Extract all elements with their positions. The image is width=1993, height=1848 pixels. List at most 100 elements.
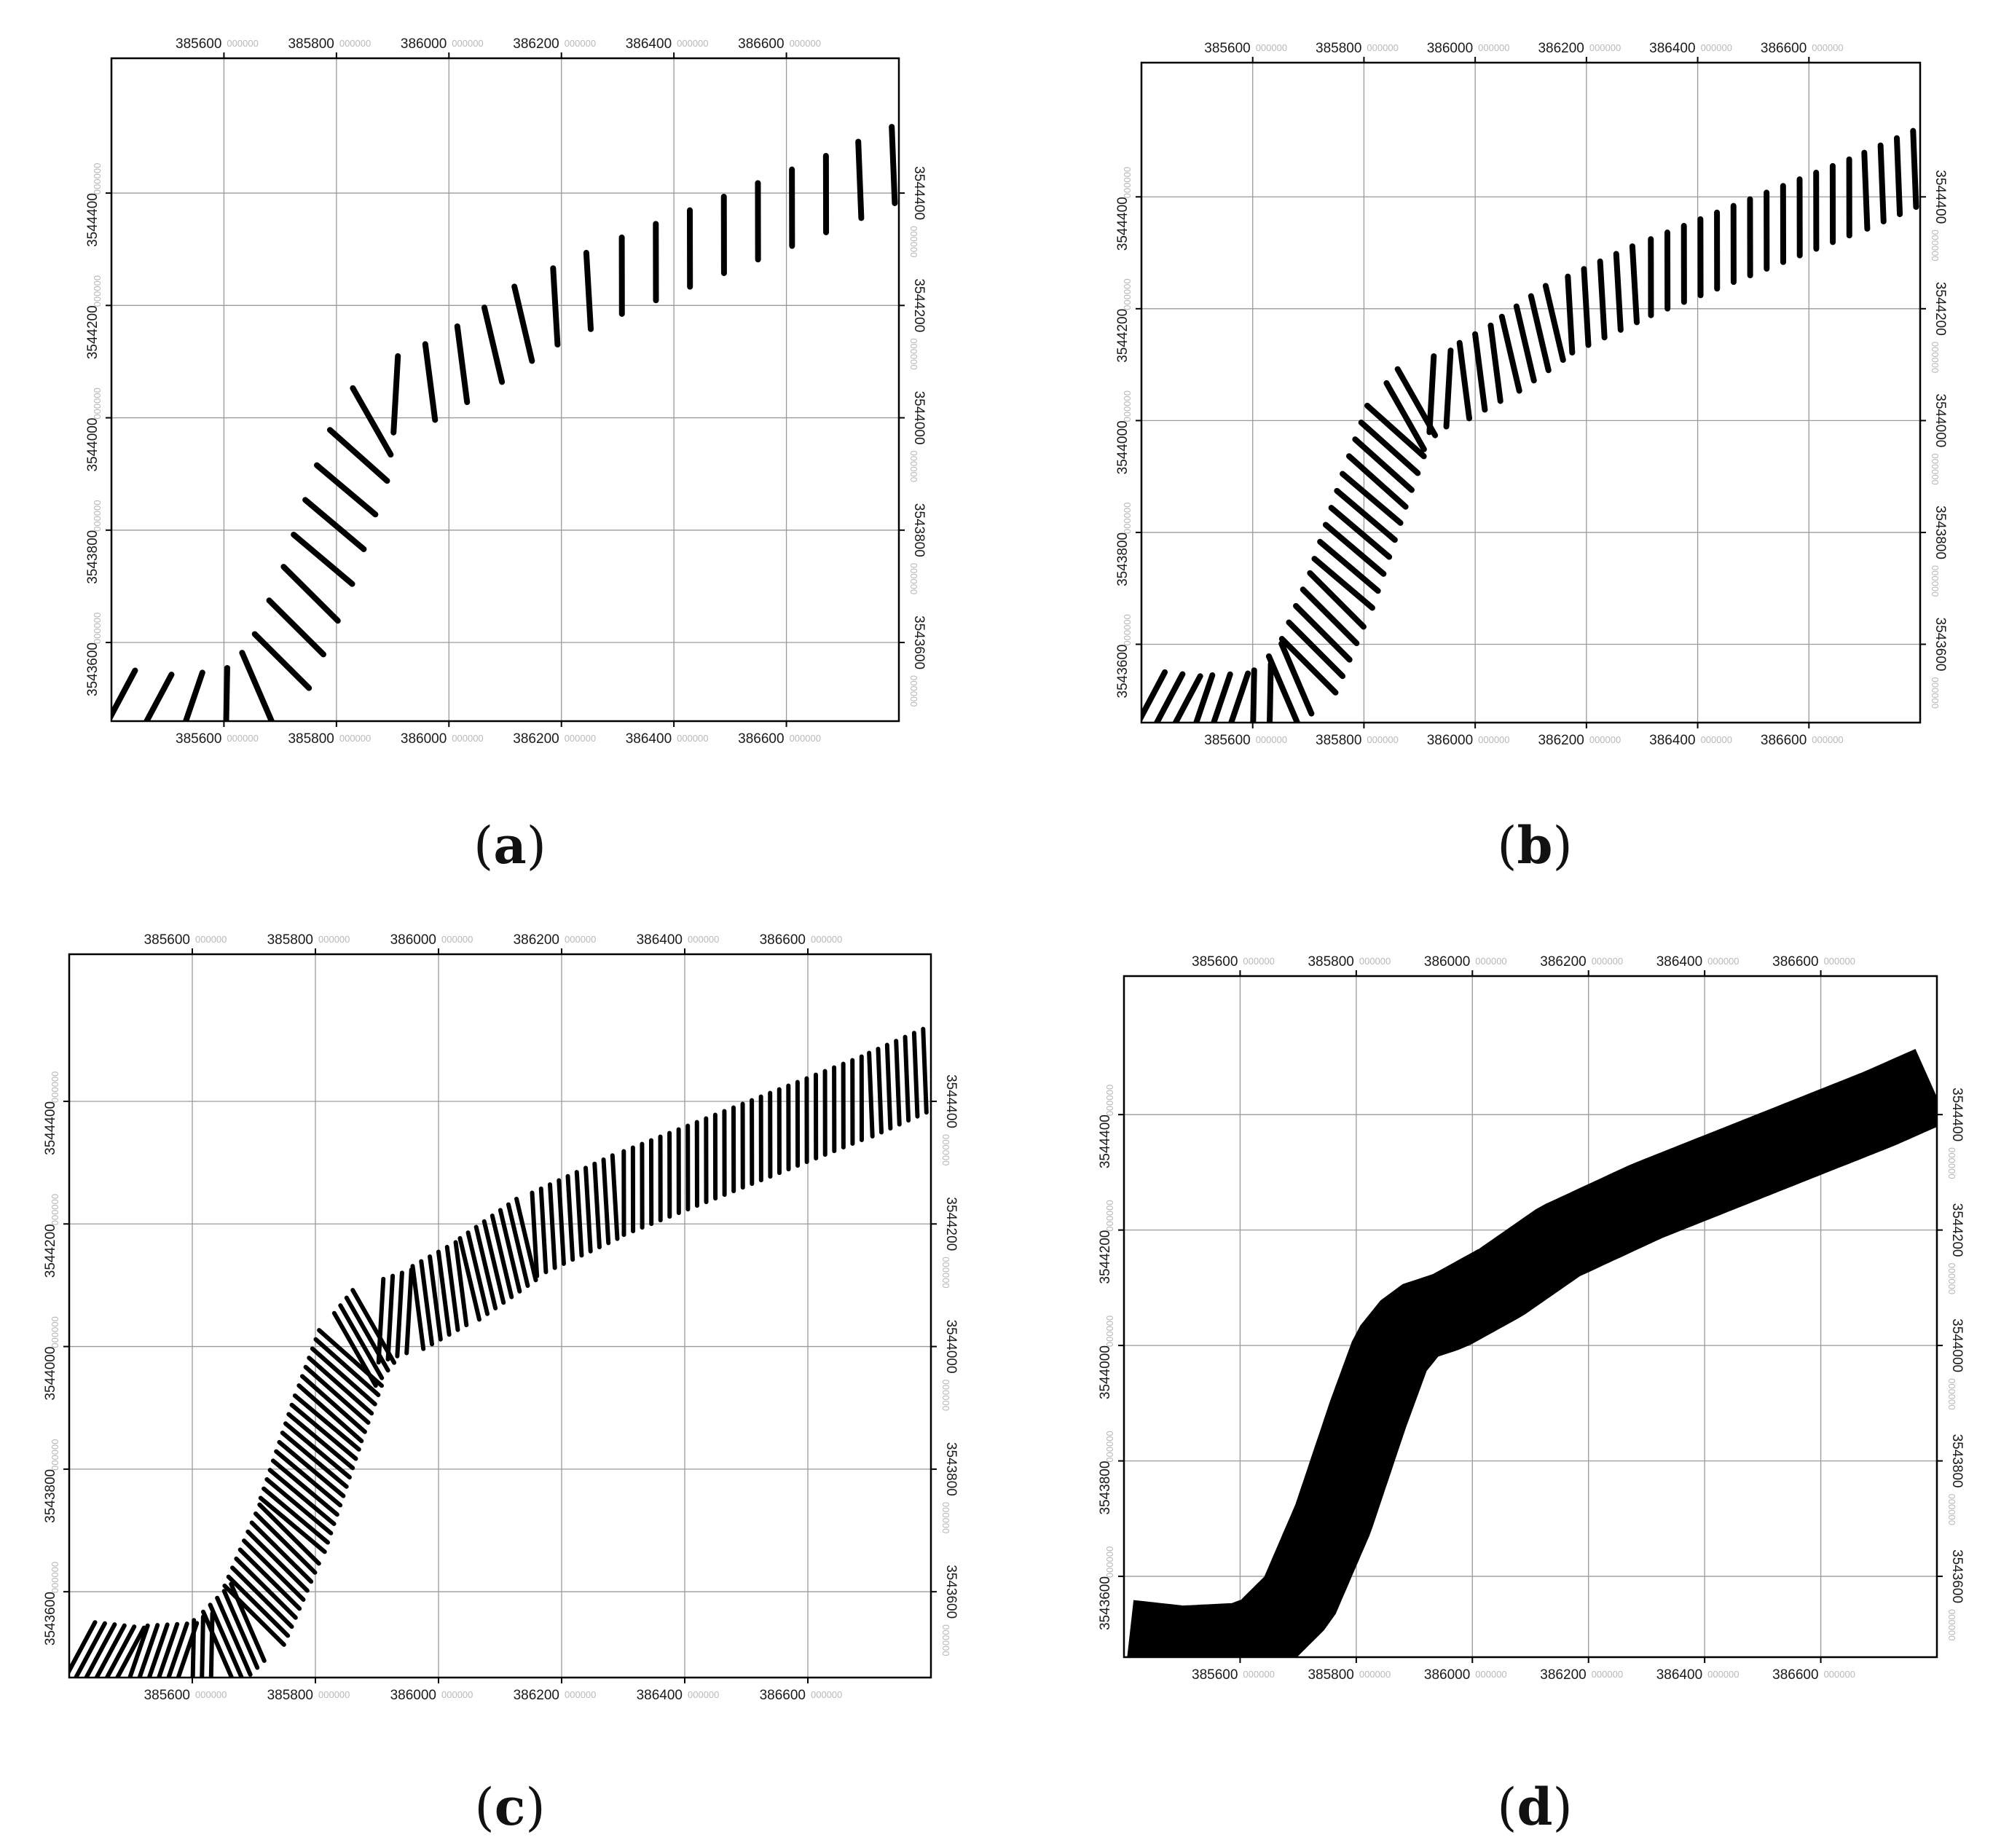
transect-line [274, 1449, 343, 1508]
transect-line [310, 1346, 377, 1407]
y-tick-label: 3544200 [1115, 309, 1131, 363]
y-tick-label: 3544000 [911, 391, 927, 445]
y-tick-label: 3544200 [943, 1197, 959, 1251]
y-tick-suffix: 000000 [1122, 390, 1133, 422]
x-tick-label: 386400 [637, 932, 683, 948]
transect-line [127, 1623, 150, 1678]
x-tick-label: 386200 [1538, 41, 1584, 56]
transect-line [511, 283, 535, 364]
x-tick-suffix: 000000 [1367, 42, 1398, 53]
transect-line [1877, 142, 1887, 225]
x-tick-label: 385600 [144, 1688, 190, 1703]
transect-line [280, 1431, 349, 1489]
y-tick-suffix: 000000 [92, 388, 103, 419]
x-tick-suffix: 000000 [677, 38, 708, 49]
plot-frame [1123, 975, 1938, 1659]
y-tick-suffix: 000000 [1946, 1378, 1957, 1409]
transect-line [1193, 672, 1216, 723]
transect-line [610, 1153, 620, 1241]
transect-line [1542, 283, 1566, 363]
transect-line [1278, 640, 1315, 717]
transect-layer [111, 124, 898, 721]
x-tick-suffix: 000000 [227, 38, 258, 49]
transect-line [137, 1623, 160, 1678]
x-tick-label: 386000 [1424, 954, 1470, 970]
transect-line [237, 1547, 302, 1611]
transect-line [876, 1047, 884, 1135]
y-tick-label: 3544000 [85, 418, 101, 472]
transect-line [1861, 149, 1871, 232]
y-tick-suffix: 000000 [1122, 503, 1133, 534]
transect-line [410, 1264, 426, 1351]
transect-line [69, 1620, 98, 1675]
x-tick-label: 386200 [1538, 733, 1584, 748]
x-tick-label: 386600 [738, 36, 784, 52]
transect-line [390, 353, 401, 436]
transect-line [473, 1224, 498, 1310]
y-tick-label: 3543800 [1949, 1434, 1965, 1488]
x-tick-suffix: 000000 [1243, 1669, 1274, 1680]
transect-line [222, 1584, 286, 1647]
transect-line [453, 1240, 469, 1328]
transect-line [266, 597, 326, 658]
transect-line [538, 1186, 549, 1275]
x-tick-label: 386000 [1427, 733, 1473, 748]
x-tick-suffix: 000000 [1367, 734, 1398, 745]
x-tick-label: 385600 [1192, 954, 1238, 970]
x-tick-label: 385800 [1316, 733, 1361, 748]
y-tick-suffix: 000000 [1104, 1085, 1115, 1116]
transect-line [166, 1621, 189, 1678]
x-tick-suffix: 000000 [1475, 1669, 1506, 1680]
transect-line [249, 1520, 314, 1584]
y-tick-suffix: 000000 [92, 275, 103, 307]
transect-line [565, 1173, 575, 1262]
transect-line [1629, 243, 1640, 326]
x-tick-suffix: 000000 [452, 38, 483, 49]
transect-line [1472, 331, 1488, 413]
x-tick-suffix: 000000 [318, 1689, 350, 1700]
y-tick-suffix: 000000 [50, 1562, 60, 1593]
transect-line [1513, 303, 1537, 384]
x-tick-label: 385800 [288, 731, 334, 747]
transect-line [1250, 667, 1257, 723]
y-tick-suffix: 000000 [50, 1194, 60, 1225]
y-tick-label: 3543600 [85, 642, 101, 696]
y-tick-label: 3544200 [43, 1224, 58, 1278]
x-tick-label: 385600 [1204, 733, 1250, 748]
x-tick-label: 386400 [1649, 733, 1695, 748]
transect-line [404, 1267, 414, 1356]
x-tick-suffix: 000000 [1824, 956, 1855, 967]
transect-line [903, 1034, 911, 1123]
transect-line [498, 1208, 522, 1294]
transect-line [201, 1609, 235, 1678]
y-tick-label: 3544400 [43, 1101, 58, 1155]
transect-line [239, 650, 275, 721]
transect-line [299, 1374, 367, 1434]
y-tick-label: 3544200 [1933, 282, 1948, 336]
y-tick-suffix: 000000 [1930, 342, 1941, 373]
panel-c: 385600 000000 385600 000000 385800 000000 3858… [43, 932, 959, 1837]
transect-line [592, 1161, 602, 1250]
transect-line [530, 1190, 540, 1278]
transect-line [1317, 538, 1381, 594]
transect-line [291, 531, 355, 587]
transect-layer [1141, 127, 1919, 723]
x-tick-label: 386200 [513, 36, 559, 52]
y-tick-suffix: 000000 [940, 1134, 951, 1165]
transect-line [350, 385, 394, 458]
x-tick-suffix: 000000 [1592, 1669, 1623, 1680]
x-tick-suffix: 000000 [1824, 1669, 1855, 1680]
x-tick-label: 386000 [1424, 1667, 1470, 1683]
x-tick-suffix: 000000 [1589, 42, 1621, 53]
y-tick-suffix: 000000 [1122, 614, 1133, 645]
y-tick-label: 3543600 [1949, 1549, 1965, 1603]
y-tick-label: 3544400 [1949, 1088, 1965, 1141]
x-tick-suffix: 000000 [441, 934, 473, 945]
y-tick-suffix: 000000 [1946, 1147, 1957, 1179]
y-tick-label: 3544400 [1098, 1114, 1113, 1168]
transect-line [1328, 505, 1393, 560]
x-tick-label: 386600 [760, 1688, 806, 1703]
transect-line [104, 1624, 137, 1678]
x-tick-suffix: 000000 [1359, 1669, 1391, 1680]
transect-layer [1127, 1048, 1937, 1657]
